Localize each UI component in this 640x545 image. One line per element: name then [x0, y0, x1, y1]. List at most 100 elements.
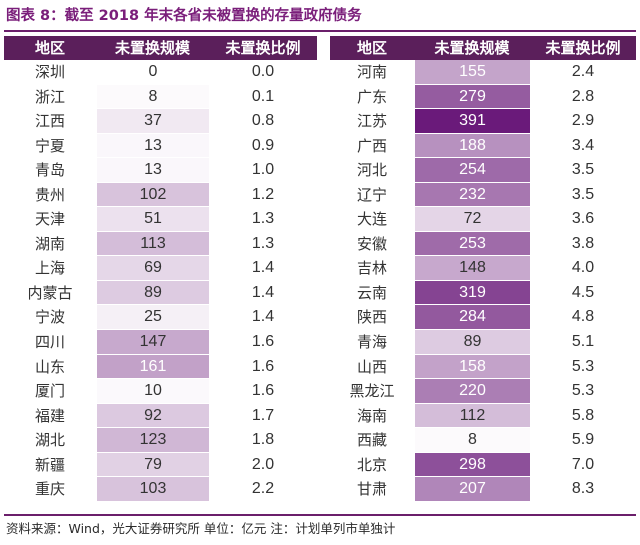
ratio-cell: 5.3 — [571, 357, 595, 375]
region-cell: 广东 — [356, 87, 387, 106]
region-cell: 上海 — [34, 259, 65, 278]
amount-cell: 207 — [414, 477, 530, 502]
amount-cell: 37 — [96, 109, 209, 134]
right-table: 地区 未置换规模 未置换比例 河南 155 2.4 广东 279 2.8 江苏 391 2.9 广… — [330, 36, 636, 506]
table-row: 大连 72 3.6 — [330, 207, 636, 232]
amount-cell: 25 — [96, 305, 209, 331]
right-table-header: 地区 未置换规模 未置换比例 — [330, 36, 636, 60]
ratio-cell: 8.3 — [571, 480, 595, 498]
table-row: 甘肃 207 8.3 — [330, 477, 636, 502]
amount-cell: 158 — [414, 354, 530, 380]
table-row: 黑龙江 220 5.3 — [330, 379, 636, 404]
region-cell: 宁波 — [34, 308, 65, 327]
ratio-cell: 2.8 — [571, 87, 595, 105]
region-cell: 福建 — [34, 406, 65, 425]
table-row: 湖南 113 1.3 — [4, 231, 317, 257]
table-row: 安徽 253 3.8 — [330, 231, 636, 257]
ratio-cell: 1.6 — [251, 357, 275, 375]
ratio-cell: 1.3 — [251, 210, 275, 228]
region-cell: 深圳 — [34, 63, 65, 81]
amount-cell: 89 — [414, 330, 530, 355]
region-cell: 天津 — [34, 210, 65, 229]
header-region: 地区 — [356, 39, 387, 57]
ratio-cell: 5.1 — [571, 333, 595, 351]
ratio-cell: 0.0 — [251, 63, 275, 80]
region-cell: 海南 — [356, 406, 387, 425]
region-cell: 甘肃 — [356, 480, 387, 499]
table-row: 内蒙古 89 1.4 — [4, 280, 317, 306]
header-ratio: 未置换比例 — [225, 39, 301, 57]
amount-cell: 102 — [96, 182, 209, 208]
ratio-cell: 0.1 — [251, 87, 275, 105]
amount-cell: 220 — [414, 379, 530, 404]
table-row: 江西 37 0.8 — [4, 109, 317, 134]
amount-cell: 319 — [414, 280, 530, 306]
table-row: 重庆 103 2.2 — [4, 477, 317, 502]
region-cell: 内蒙古 — [27, 283, 73, 302]
ratio-cell: 1.4 — [251, 283, 275, 301]
amount-cell: 391 — [414, 109, 530, 134]
table-row: 青岛 13 1.0 — [4, 158, 317, 183]
table-row: 贵州 102 1.2 — [4, 182, 317, 208]
table-row: 山西 158 5.3 — [330, 354, 636, 380]
region-cell: 河南 — [356, 63, 387, 81]
ratio-cell: 0.8 — [251, 112, 275, 130]
amount-cell: 13 — [96, 133, 209, 159]
table-row: 上海 69 1.4 — [4, 256, 317, 281]
region-cell: 河北 — [356, 161, 387, 180]
region-cell: 宁夏 — [34, 136, 65, 155]
amount-cell: 254 — [414, 158, 530, 183]
ratio-cell: 1.4 — [251, 308, 275, 326]
left-table-header: 地区 未置换规模 未置换比例 — [4, 36, 317, 60]
region-cell: 吉林 — [356, 259, 387, 278]
amount-cell: 279 — [414, 84, 530, 110]
ratio-cell: 4.8 — [571, 308, 595, 326]
header-region: 地区 — [34, 39, 65, 57]
ratio-cell: 1.6 — [251, 333, 275, 351]
left-table: 地区 未置换规模 未置换比例 深圳 0 0.0 浙江 8 0.1 江西 37 0.8 宁夏 13 0.… — [4, 36, 317, 506]
region-cell: 青岛 — [34, 161, 65, 180]
table-row: 陕西 284 4.8 — [330, 305, 636, 331]
region-cell: 大连 — [356, 210, 387, 229]
right-table-body: 河南 155 2.4 广东 279 2.8 江苏 391 2.9 广西 188 3.4 河北 254 3.5… — [330, 60, 636, 502]
region-cell: 山西 — [356, 357, 387, 376]
amount-cell: 147 — [96, 330, 209, 355]
ratio-cell: 1.4 — [251, 259, 275, 277]
amount-cell: 284 — [414, 305, 530, 331]
bottom-rule — [4, 514, 636, 516]
region-cell: 湖北 — [34, 431, 65, 450]
table-row: 青海 89 5.1 — [330, 330, 636, 355]
ratio-cell: 3.5 — [571, 185, 595, 203]
table-row: 辽宁 232 3.5 — [330, 182, 636, 208]
table-row: 西藏 8 5.9 — [330, 428, 636, 453]
ratio-cell: 3.6 — [571, 210, 595, 228]
amount-cell: 112 — [414, 403, 530, 429]
table-row: 广西 188 3.4 — [330, 133, 636, 159]
ratio-cell: 5.8 — [571, 406, 595, 424]
amount-cell: 0 — [96, 60, 209, 85]
header-amount: 未置换规模 — [114, 39, 190, 57]
ratio-cell: 3.5 — [571, 161, 595, 179]
header-amount: 未置换规模 — [434, 39, 510, 57]
region-cell: 云南 — [356, 283, 387, 302]
ratio-cell: 2.9 — [571, 112, 595, 130]
amount-cell: 161 — [96, 354, 209, 380]
table-row: 厦门 10 1.6 — [4, 379, 317, 404]
table-row: 北京 298 7.0 — [330, 452, 636, 478]
amount-cell: 51 — [96, 207, 209, 232]
ratio-cell: 7.0 — [571, 455, 595, 473]
table-row: 浙江 8 0.1 — [4, 84, 317, 110]
region-cell: 四川 — [34, 333, 65, 352]
amount-cell: 10 — [96, 379, 209, 404]
table-row: 吉林 148 4.0 — [330, 256, 636, 281]
table-row: 广东 279 2.8 — [330, 84, 636, 110]
amount-cell: 188 — [414, 133, 530, 159]
region-cell: 湖南 — [34, 234, 65, 253]
ratio-cell: 4.5 — [571, 283, 595, 301]
ratio-cell: 1.3 — [251, 234, 275, 252]
amount-cell: 79 — [96, 452, 209, 478]
region-cell: 西藏 — [356, 431, 387, 450]
ratio-cell: 4.0 — [571, 259, 595, 277]
region-cell: 浙江 — [34, 87, 65, 106]
region-cell: 北京 — [356, 455, 387, 474]
